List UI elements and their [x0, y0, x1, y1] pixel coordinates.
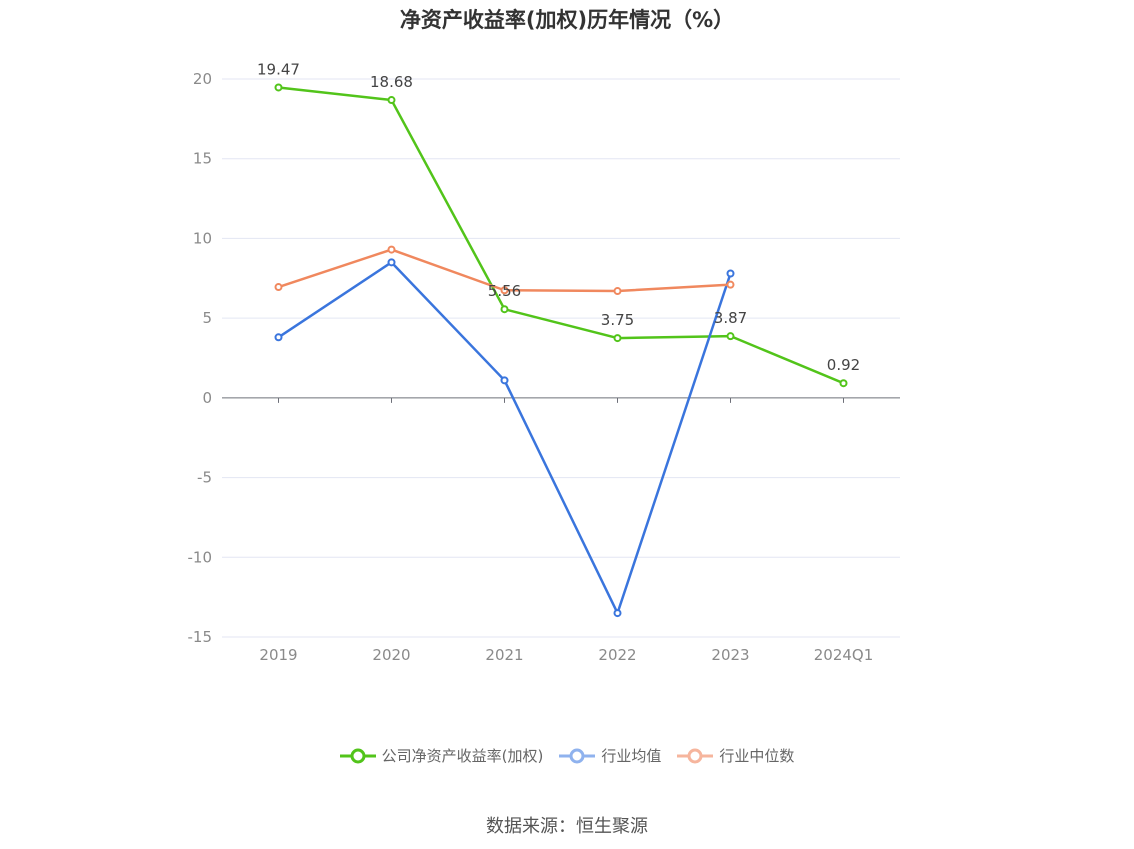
legend-label-industry-median: 行业中位数 — [719, 747, 795, 765]
data-label-1: 18.68 — [370, 73, 413, 91]
x-tick-label-0: 2019 — [259, 646, 297, 664]
series-1-point-3 — [613, 609, 622, 618]
x-tick-label-3: 2022 — [598, 646, 636, 664]
y-tick-label-1: 15 — [193, 150, 212, 168]
data-label-3: 3.75 — [601, 311, 634, 329]
legend-industry-median-marker-icon — [677, 748, 714, 763]
series-1-point-4 — [726, 269, 735, 278]
series-1-point-2 — [500, 376, 509, 385]
legend-item-industry-median[interactable]: 行业中位数 — [677, 745, 794, 766]
series-0-point-4 — [726, 332, 735, 341]
legend: 公司净资产收益率(加权) 行业均值 行业中位数 — [0, 745, 1134, 766]
series-2-point-0 — [274, 283, 283, 292]
legend-industry-avg-marker-icon — [559, 748, 596, 763]
x-tick-label-2: 2021 — [485, 646, 523, 664]
legend-item-company[interactable]: 公司净资产收益率(加权) — [339, 745, 544, 766]
y-tick-label-6: -10 — [188, 548, 213, 566]
series-2-point-1 — [387, 245, 396, 254]
series-0-point-5 — [839, 379, 848, 388]
series-0-point-0 — [274, 83, 283, 92]
series-0-point-1 — [387, 96, 396, 105]
legend-company-marker-icon — [339, 748, 376, 763]
y-tick-label-0: 20 — [193, 70, 212, 88]
series-0-point-3 — [613, 334, 622, 343]
y-tick-label-3: 5 — [202, 309, 212, 327]
x-tick-label-5: 2024Q1 — [814, 646, 874, 664]
legend-label-industry-avg: 行业均值 — [601, 747, 662, 765]
data-label-5: 0.92 — [827, 356, 860, 374]
x-tick-label-4: 2023 — [711, 646, 749, 664]
chart-title: 净资产收益率(加权)历年情况（%） — [399, 8, 735, 32]
data-label-4: 3.87 — [714, 309, 747, 327]
series-1-point-0 — [274, 333, 283, 342]
series-2-point-2 — [500, 286, 509, 295]
series-2-point-4 — [726, 280, 735, 289]
x-tick-label-1: 2020 — [372, 646, 410, 664]
y-tick-label-2: 10 — [193, 229, 212, 247]
y-tick-label-7: -15 — [188, 628, 213, 646]
data-label-0: 19.47 — [257, 60, 300, 78]
data-label-2: 5.56 — [488, 282, 521, 300]
y-tick-label-5: -5 — [197, 469, 212, 487]
series-2-point-3 — [613, 287, 622, 296]
series-1-point-1 — [387, 258, 396, 267]
data-source: 数据来源：恒生聚源 — [486, 816, 648, 837]
series-line-1 — [277, 261, 732, 615]
legend-label-company: 公司净资产收益率(加权) — [381, 747, 544, 765]
series-0-point-2 — [500, 305, 509, 314]
legend-item-industry-avg[interactable]: 行业均值 — [559, 745, 661, 766]
series-line-0 — [278, 86, 844, 385]
y-tick-label-4: 0 — [202, 389, 212, 407]
